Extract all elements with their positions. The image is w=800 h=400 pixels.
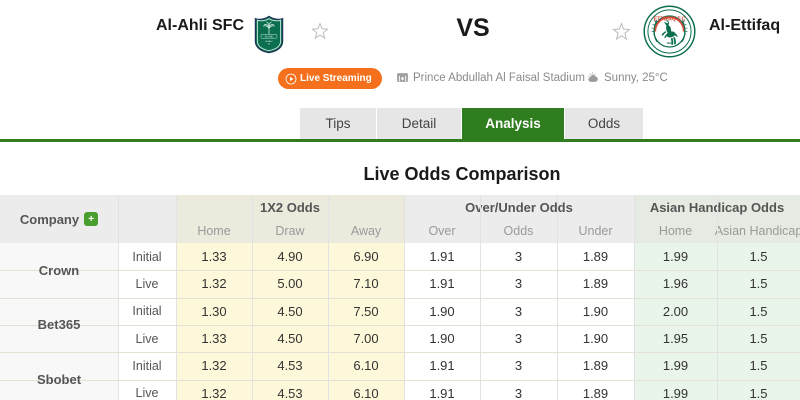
svg-text:AL-AHLI: AL-AHLI (265, 40, 273, 43)
svg-text:ETTIFAQ F.C: ETTIFAQ F.C (654, 16, 686, 22)
svg-text:1944: 1944 (666, 41, 673, 45)
svg-text:AL-AHLI: AL-AHLI (265, 35, 274, 38)
